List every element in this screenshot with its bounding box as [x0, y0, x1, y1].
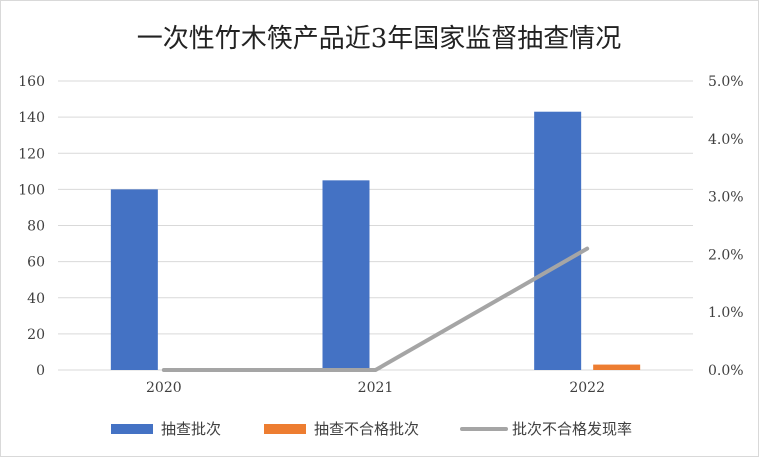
x-axis: 2020 2021 2022 — [146, 380, 605, 396]
right-tick-label: 4.0% — [708, 132, 744, 148]
left-tick-label: 20 — [27, 327, 45, 343]
left-tick-label: 120 — [18, 146, 45, 162]
x-tick-label: 2022 — [569, 380, 605, 396]
left-tick-label: 160 — [18, 74, 45, 90]
x-tick-label: 2020 — [146, 380, 182, 396]
legend-swatch — [111, 424, 153, 434]
right-tick-label: 1.0% — [708, 305, 744, 321]
chart-title: 一次性竹木筷产品近3年国家监督抽查情况 — [137, 24, 622, 54]
line-series — [161, 246, 590, 372]
legend-swatch — [264, 424, 306, 434]
left-tick-label: 60 — [27, 255, 45, 271]
legend-label: 抽查批次 — [161, 420, 221, 438]
left-tick-label: 0 — [36, 363, 45, 379]
legend: 抽查批次 抽查不合格批次 批次不合格发现率 — [111, 420, 632, 438]
series-line — [161, 246, 590, 372]
legend-label: 批次不合格发现率 — [512, 420, 632, 438]
right-axis: 0.0% 1.0% 2.0% 3.0% 4.0% 5.0% — [708, 74, 744, 379]
bar — [593, 364, 641, 370]
x-tick-label: 2021 — [358, 380, 394, 396]
right-tick-label: 5.0% — [708, 74, 744, 90]
left-tick-label: 40 — [27, 291, 45, 307]
left-tick-label: 80 — [27, 219, 45, 235]
left-tick-label: 100 — [18, 182, 45, 198]
right-tick-label: 3.0% — [708, 190, 744, 206]
left-tick-label: 140 — [18, 110, 45, 126]
right-tick-label: 0.0% — [708, 363, 744, 379]
bar — [534, 111, 582, 371]
bar-series — [110, 111, 641, 371]
left-axis: 0 20 40 60 80 100 120 140 160 — [18, 74, 45, 379]
gridlines — [58, 80, 693, 371]
legend-label: 抽查不合格批次 — [314, 420, 419, 438]
right-tick-label: 2.0% — [708, 247, 744, 263]
bar — [110, 189, 158, 370]
bar — [322, 180, 370, 370]
